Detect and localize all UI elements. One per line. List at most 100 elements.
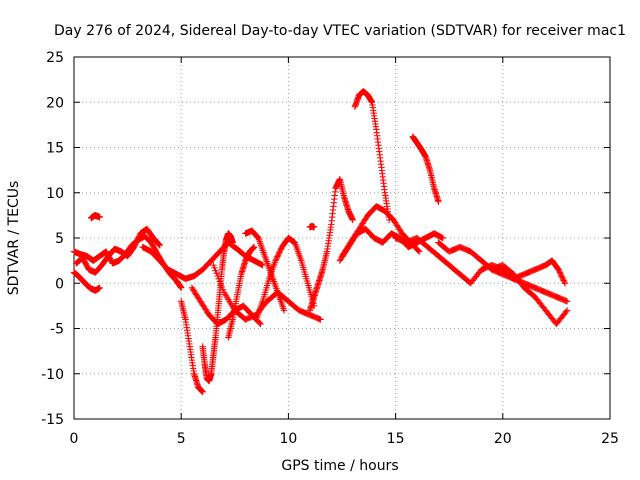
data-point — [557, 271, 565, 279]
x-axis-label: GPS time / hours — [281, 458, 398, 474]
data-point — [317, 316, 324, 323]
y-tick-label: 5 — [55, 231, 64, 247]
data-point — [310, 223, 318, 231]
series-trace-20 — [435, 239, 571, 328]
axis-ticks: 0 5 10 15 20 25 -15 -10 -5 0 5 10 15 20 25 — [41, 50, 619, 447]
data-point — [562, 308, 570, 315]
x-tick-label: 15 — [387, 431, 405, 447]
data-point — [135, 234, 142, 241]
data-point — [250, 243, 258, 251]
data-point — [415, 248, 423, 255]
y-tick-label: 15 — [46, 141, 64, 157]
y-tick-label: 10 — [46, 186, 64, 202]
data-point — [218, 283, 226, 291]
data-point — [229, 239, 236, 246]
data-point — [563, 307, 571, 314]
data-point — [155, 240, 162, 247]
y-axis-label: SDTVAR / TECUs — [6, 181, 22, 296]
data-point — [274, 251, 282, 259]
data-point — [216, 278, 223, 285]
data-point — [276, 249, 283, 256]
data-point — [211, 264, 218, 272]
data-point — [276, 247, 284, 255]
data-point — [435, 198, 442, 205]
x-tick-label: 10 — [279, 431, 297, 447]
data-point — [558, 273, 565, 280]
data-point — [134, 235, 142, 243]
data-point — [555, 267, 563, 275]
data-series — [70, 88, 571, 396]
series-trace-01 — [70, 232, 185, 291]
series-trace-16 — [351, 88, 393, 224]
y-tick-label: 25 — [46, 50, 64, 66]
x-tick-label: 0 — [70, 431, 79, 447]
series-trace-21 — [488, 257, 569, 287]
y-tick-label: -5 — [50, 322, 64, 338]
data-point — [132, 239, 140, 247]
data-point — [259, 261, 266, 269]
data-point — [199, 388, 206, 396]
data-point — [561, 278, 568, 286]
series-trace-08 — [188, 284, 264, 328]
series-trace-04 — [87, 212, 103, 222]
data-point — [555, 266, 562, 273]
series-trace-13 — [306, 175, 356, 314]
data-point — [215, 275, 222, 282]
data-point — [131, 242, 138, 249]
data-point — [559, 275, 567, 283]
data-point — [178, 284, 185, 291]
y-tick-label: -10 — [41, 367, 64, 383]
data-point — [253, 233, 261, 240]
data-point — [155, 241, 163, 248]
data-point — [219, 286, 227, 293]
data-point — [277, 246, 284, 253]
data-point — [133, 238, 140, 245]
series-trace-06 — [178, 298, 206, 396]
series-trace-11 — [253, 234, 318, 323]
data-point — [96, 284, 103, 291]
series-trace-02 — [70, 269, 103, 294]
series-trace-03 — [72, 225, 163, 276]
data-point — [439, 234, 446, 242]
data-point — [272, 257, 279, 264]
data-point — [273, 254, 281, 262]
y-tick-label: 20 — [46, 95, 64, 111]
y-tick-label: 0 — [55, 276, 64, 292]
data-point — [557, 270, 564, 277]
data-point — [415, 247, 422, 254]
data-point — [96, 213, 103, 221]
x-tick-label: 20 — [494, 431, 512, 447]
data-point — [275, 250, 282, 258]
data-point — [214, 272, 221, 280]
chart-title: Day 276 of 2024, Sidereal Day-to-day VTE… — [54, 23, 626, 39]
data-point — [156, 242, 163, 249]
series-trace-10 — [225, 243, 258, 341]
data-point — [274, 253, 281, 260]
data-point — [280, 307, 288, 314]
data-point — [561, 280, 569, 287]
data-point — [217, 280, 225, 288]
data-point — [256, 319, 263, 327]
data-point — [385, 216, 393, 224]
data-point — [212, 267, 219, 274]
x-tick-label: 25 — [601, 431, 619, 447]
data-point — [213, 270, 220, 277]
data-point — [560, 277, 567, 284]
data-point — [272, 256, 280, 263]
data-point — [349, 216, 356, 224]
data-point — [563, 298, 571, 305]
series-trace-18 — [409, 133, 442, 205]
data-point — [134, 237, 141, 244]
series-trace-17 — [336, 225, 446, 264]
series-trace-19 — [392, 234, 571, 305]
data-point — [556, 269, 564, 276]
data-point — [559, 274, 566, 282]
x-tick-label: 5 — [177, 431, 186, 447]
data-point — [132, 241, 139, 248]
series-trace-12 — [242, 227, 288, 314]
series-trace-14 — [306, 223, 318, 231]
y-tick-label: -15 — [41, 412, 64, 428]
data-point — [130, 243, 138, 251]
data-point — [257, 320, 264, 328]
